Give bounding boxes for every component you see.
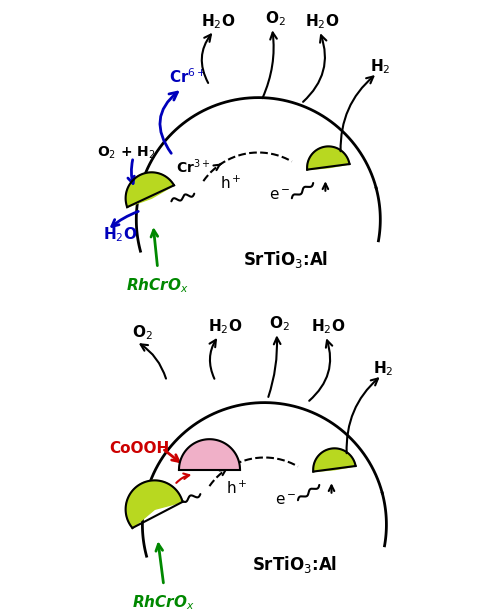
Wedge shape — [307, 146, 349, 170]
Text: H$_2$O: H$_2$O — [311, 317, 346, 336]
Text: Cr$^{6+}$: Cr$^{6+}$ — [169, 67, 207, 85]
Text: H$_2$O: H$_2$O — [207, 317, 242, 336]
Text: e$^-$: e$^-$ — [269, 188, 290, 203]
Text: H$_2$O: H$_2$O — [103, 226, 137, 244]
Text: H$_2$O: H$_2$O — [202, 12, 236, 30]
Text: RhCrO$_x$: RhCrO$_x$ — [126, 276, 189, 295]
Wedge shape — [126, 481, 182, 528]
Wedge shape — [179, 439, 240, 470]
Text: O$_2$: O$_2$ — [132, 323, 153, 342]
Text: SrTiO$_3$:Al: SrTiO$_3$:Al — [252, 554, 337, 575]
Wedge shape — [313, 448, 356, 472]
Text: O$_2$: O$_2$ — [269, 314, 290, 332]
Text: SrTiO$_3$:Al: SrTiO$_3$:Al — [243, 249, 328, 270]
Text: h$^+$: h$^+$ — [220, 174, 242, 192]
Text: e$^-$: e$^-$ — [275, 493, 297, 508]
Text: O$_2$: O$_2$ — [264, 9, 286, 27]
Text: RhCrO$_x$: RhCrO$_x$ — [132, 593, 195, 610]
Text: CoOOH: CoOOH — [109, 441, 169, 456]
Wedge shape — [126, 173, 174, 207]
Text: H$_2$: H$_2$ — [373, 360, 394, 378]
Text: H$_2$: H$_2$ — [370, 58, 391, 76]
Text: h$^+$: h$^+$ — [226, 479, 248, 497]
Text: O$_2$ + H$_2$: O$_2$ + H$_2$ — [96, 145, 156, 160]
Text: H$_2$O: H$_2$O — [305, 12, 339, 30]
Text: Cr$^{3+}$: Cr$^{3+}$ — [176, 157, 210, 176]
